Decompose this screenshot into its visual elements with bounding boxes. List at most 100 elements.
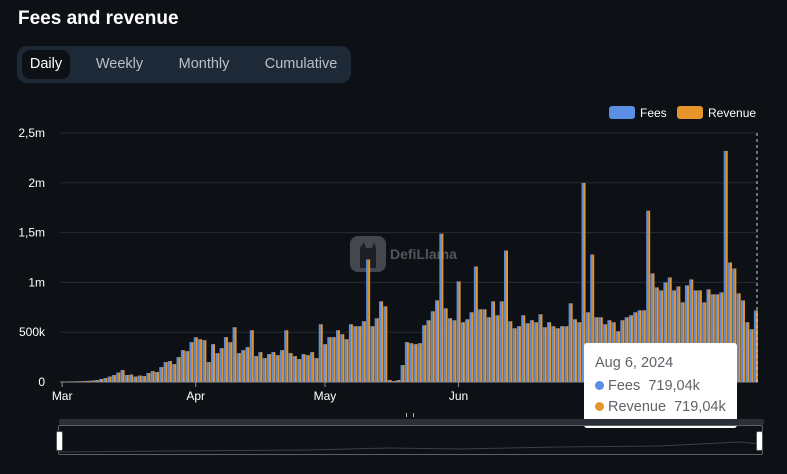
bar-fees — [465, 319, 468, 382]
bar-fees — [142, 376, 145, 382]
bar-fees — [560, 326, 563, 382]
bar-revenue — [350, 324, 353, 382]
bar-revenue — [273, 352, 276, 382]
tab-monthly[interactable]: Monthly — [178, 56, 230, 72]
bar-fees — [525, 323, 528, 382]
bar-revenue — [139, 375, 142, 382]
period-tabs: Daily Weekly Monthly Cumulative — [17, 46, 351, 83]
tab-weekly[interactable]: Weekly — [95, 56, 144, 72]
bar-fees — [650, 273, 653, 382]
bar-revenue — [682, 302, 685, 382]
bar-revenue — [337, 330, 340, 382]
y-tick-label: 1,5m — [18, 226, 45, 240]
tab-daily[interactable]: Daily — [22, 50, 70, 79]
bar-fees — [460, 322, 463, 382]
scroller-drag-bar[interactable] — [59, 413, 764, 425]
bar-revenue — [415, 344, 418, 382]
bar-revenue — [661, 290, 664, 382]
bar-revenue — [462, 322, 465, 382]
bar-fees — [180, 350, 183, 382]
bar-revenue — [699, 290, 702, 382]
bar-revenue — [579, 322, 582, 382]
bar-fees — [719, 292, 722, 382]
bar-fees — [254, 356, 257, 382]
scroller-left-handle[interactable] — [56, 431, 63, 451]
bar-fees — [672, 290, 675, 382]
bar-fees — [271, 352, 274, 382]
revenue-dot-icon — [595, 402, 604, 411]
bar-fees — [167, 361, 170, 382]
bar-fees — [689, 279, 692, 382]
scroller-preview — [59, 441, 762, 453]
bar-revenue — [187, 351, 190, 382]
bar-revenue — [294, 356, 297, 382]
bar-fees — [90, 380, 93, 382]
bar-fees — [577, 322, 580, 382]
x-tick-label: Mar — [52, 389, 73, 403]
bar-fees — [456, 281, 459, 382]
bar-fees — [486, 317, 489, 382]
bar-revenue — [656, 287, 659, 382]
bar-revenue — [712, 294, 715, 382]
bar-fees — [409, 343, 412, 382]
bar-fees — [297, 359, 300, 382]
bar-fees — [443, 308, 446, 382]
bar-fees — [129, 374, 132, 382]
fees-dot-icon — [595, 381, 604, 390]
bar-revenue — [329, 337, 332, 382]
bar-revenue — [381, 301, 384, 382]
bar-revenue — [385, 306, 388, 382]
bar-fees — [193, 337, 196, 382]
bar-revenue — [152, 371, 155, 382]
bar-fees — [150, 371, 153, 382]
bar-revenue — [592, 254, 595, 382]
bar-fees — [404, 342, 407, 382]
legend-fees[interactable]: Fees — [609, 106, 667, 120]
range-scroller[interactable] — [56, 413, 764, 455]
bar-revenue — [471, 312, 474, 382]
bar-revenue — [514, 328, 517, 382]
tab-cumulative[interactable]: Cumulative — [264, 56, 338, 72]
bar-revenue — [406, 342, 409, 382]
bar-fees — [103, 378, 106, 382]
bar-fees — [706, 289, 709, 382]
tooltip-revenue-value: 719,04k — [674, 399, 726, 415]
tooltip-fees-value: 719,04k — [648, 378, 700, 394]
bar-revenue — [303, 354, 306, 382]
bar-revenue — [264, 358, 267, 382]
bar-fees — [478, 309, 481, 382]
bar-revenue — [182, 350, 185, 382]
bar-revenue — [299, 359, 302, 382]
bar-fees — [353, 326, 356, 382]
y-tick-label: 0 — [38, 375, 45, 389]
bar-fees — [439, 233, 442, 382]
bar-revenue — [691, 279, 694, 382]
y-tick-label: 500k — [19, 325, 46, 339]
bar-fees — [154, 372, 157, 382]
bar-fees — [314, 358, 317, 382]
bar-fees — [223, 337, 226, 382]
bar-revenue — [441, 233, 444, 382]
bar-fees — [417, 343, 420, 382]
bar-revenue — [389, 380, 392, 382]
bar-revenue — [75, 381, 78, 382]
bar-revenue — [286, 330, 289, 382]
bar-fees — [680, 302, 683, 382]
bar-revenue — [531, 320, 534, 382]
bar-fees — [572, 319, 575, 382]
bar-fees — [120, 370, 123, 382]
bar-revenue — [501, 301, 504, 382]
bar-revenue — [230, 342, 233, 382]
legend-revenue[interactable]: Revenue — [677, 106, 756, 120]
bar-revenue — [368, 259, 371, 382]
bar-revenue — [669, 277, 672, 382]
bar-revenue — [100, 379, 103, 382]
scroller-right-handle[interactable] — [756, 431, 763, 451]
bar-fees — [211, 344, 214, 382]
bar-revenue — [536, 322, 539, 382]
bar-fees — [413, 344, 416, 382]
bar-revenue — [277, 355, 280, 382]
bar-revenue — [213, 344, 216, 382]
tooltip-fees-row: Fees 719,04k — [595, 378, 700, 394]
bar-fees — [745, 322, 748, 382]
